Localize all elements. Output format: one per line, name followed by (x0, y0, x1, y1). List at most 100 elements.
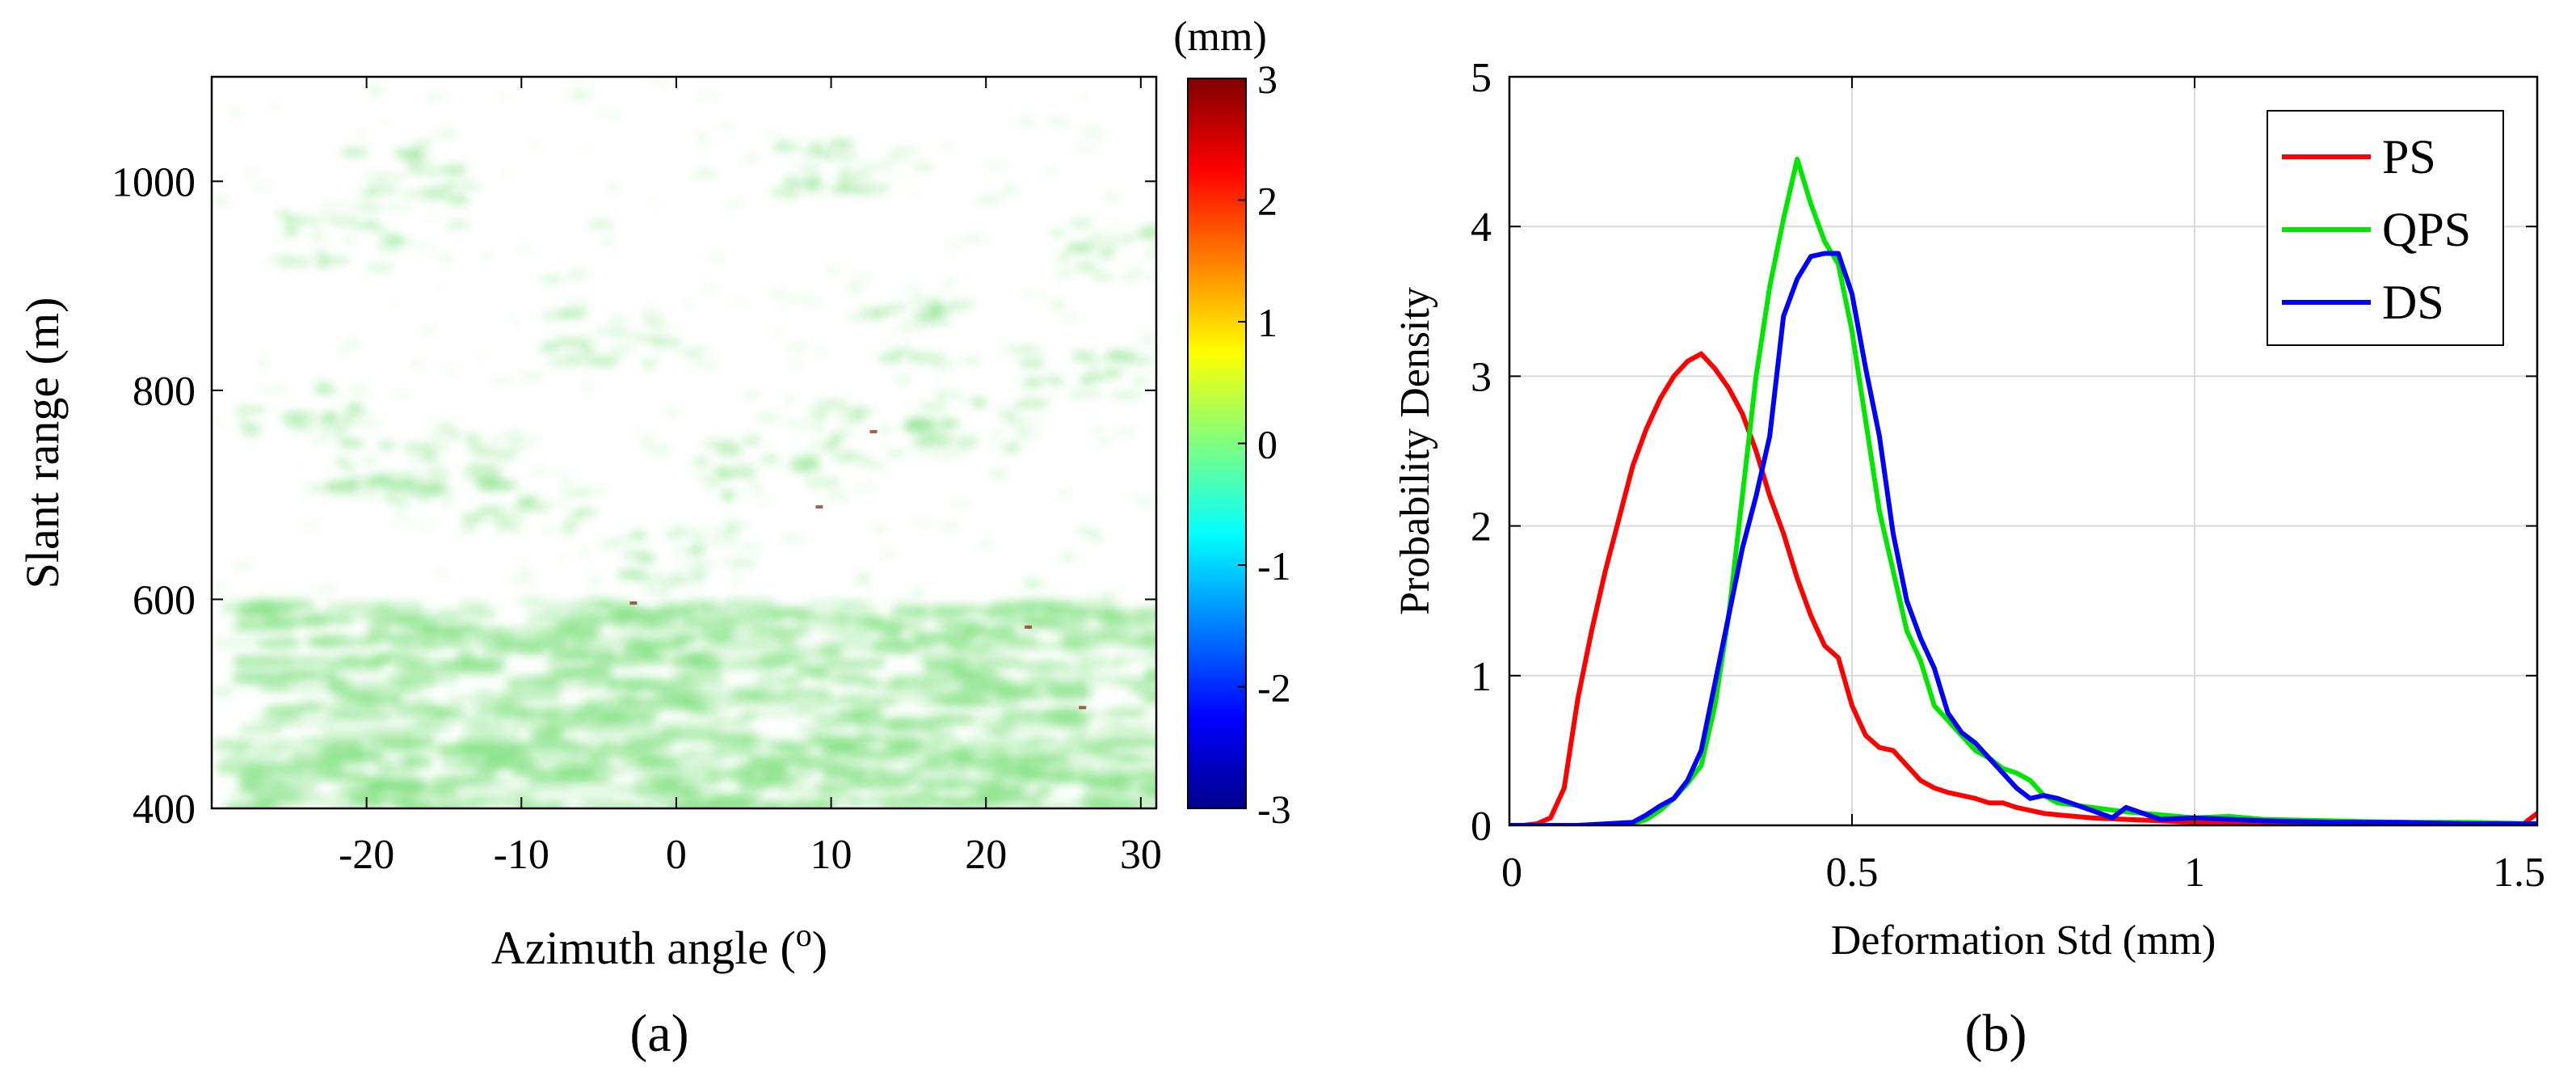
heatmap-cell (462, 515, 482, 521)
heatmap-cell (821, 408, 831, 416)
heatmap-cell (818, 795, 861, 799)
heatmap-cell (610, 681, 630, 688)
heatmap-cell (558, 776, 610, 784)
heatmap-cell (693, 171, 716, 177)
heatmap-cell (608, 186, 619, 190)
heatmap-cell (278, 258, 309, 265)
heatmap-cell (398, 497, 410, 504)
heatmap-cell (478, 507, 504, 514)
heatmap-cell (318, 207, 331, 210)
heatmap-cell (1000, 766, 1027, 774)
heatmap-cell (1075, 606, 1115, 615)
heatmap-cell (498, 640, 544, 650)
heatmap-cell (693, 459, 704, 464)
heatmap-cell (800, 627, 845, 631)
heatmap-cell (576, 148, 591, 152)
heatmap-cell (966, 735, 1014, 741)
heatmap-cell (474, 449, 497, 454)
heatmap-cell (533, 732, 562, 740)
line-y-tick-label: 2 (1471, 504, 1492, 551)
heatmap-cell (502, 171, 509, 177)
heatmap-cell (495, 718, 548, 723)
heatmap-cell (646, 446, 669, 453)
heatmap-cell (797, 799, 843, 805)
heatmap-cell (445, 761, 465, 767)
heatmap-cell (642, 361, 653, 368)
heatmap-cell (889, 452, 904, 456)
heatmap-cell (691, 349, 712, 354)
heatmap-cell (761, 805, 784, 808)
heatmap-cell (949, 302, 966, 308)
heatmap-cell (585, 771, 624, 777)
heatmap-cell (541, 313, 566, 319)
heatmap-cell (1042, 377, 1060, 381)
heatmap-cell (1019, 643, 1076, 648)
heatmap-cell (917, 687, 968, 693)
heatmap-cell (758, 654, 803, 664)
heatmap-cell (212, 689, 234, 695)
heatmap-cell (469, 719, 501, 728)
heatmap-cell (699, 458, 708, 466)
heatmap-cell (565, 681, 600, 690)
heatmap-cell (949, 669, 982, 679)
heatmap-cell (582, 700, 614, 710)
heatmap-cell (528, 778, 563, 785)
heatmap-cell (737, 692, 768, 698)
heatmap-cell (979, 686, 1032, 694)
heatmap-cell (1014, 403, 1046, 407)
heatmap-cell (722, 438, 731, 444)
heatmap-cell (994, 470, 1004, 474)
heatmap-cell (1095, 373, 1112, 380)
heatmap-cell (642, 771, 679, 781)
heatmap-cell (1003, 602, 1034, 613)
heatmap-cell (567, 359, 588, 364)
heatmap-cell (860, 308, 892, 314)
heatmap-cell (618, 573, 644, 579)
heatmap-cell (409, 625, 437, 631)
heatmap-cell (696, 93, 717, 98)
heatmap-cell (601, 240, 615, 245)
heatmap-cell (234, 562, 251, 568)
heatmap-cell (347, 694, 373, 702)
heatmap-cell (369, 87, 384, 95)
heatmap-cell (1022, 292, 1047, 296)
heatmap-cell (697, 137, 713, 143)
heatmap-cell (459, 603, 488, 608)
heatmap-cell (695, 779, 720, 790)
heatmap-cell (416, 523, 435, 529)
heatmap-cell (235, 407, 265, 412)
heatmap-cell (748, 755, 809, 766)
heatmap-cell (300, 700, 325, 709)
heatmap-cell (1059, 747, 1101, 752)
heatmap-cell (392, 702, 427, 711)
heatmap-cell (830, 141, 852, 148)
heatmap-cell (302, 738, 359, 745)
heatmap-cell (540, 525, 556, 533)
heatmap-cell (411, 664, 435, 671)
heatmap-cell (606, 766, 642, 772)
heatmap-cell (887, 306, 903, 311)
heatmap-cell (583, 384, 593, 391)
heatmap-cell (798, 469, 810, 472)
heatmap-cell (406, 470, 418, 477)
heatmap-cell (566, 765, 600, 771)
heatmap-cell (845, 264, 852, 272)
heatmap-cell (604, 688, 638, 698)
heatmap-cell (410, 456, 442, 462)
heatmap-cell (509, 578, 533, 582)
heatmap-cell (787, 360, 802, 366)
heatmap-cell (760, 774, 797, 783)
heatmap-cell (466, 436, 478, 439)
heatmap-cell (934, 436, 952, 444)
heatmap-cell (664, 787, 701, 793)
heatmap-cell (238, 612, 278, 618)
heatmap-cell (691, 572, 706, 577)
heatmap-cell (404, 479, 423, 483)
heatmap-cell (840, 746, 869, 753)
heatmap-cell (482, 488, 499, 492)
heatmap-cell (500, 694, 559, 700)
heatmap-cell (858, 732, 878, 739)
heatmap-cell (458, 738, 515, 748)
heatmap-cell (661, 692, 707, 698)
heatmap-cell (371, 617, 418, 626)
